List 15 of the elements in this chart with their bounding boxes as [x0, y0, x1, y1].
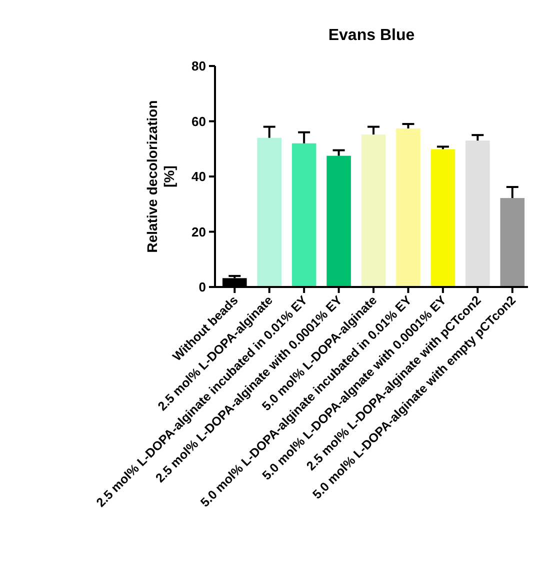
bar — [292, 143, 316, 287]
bar — [466, 140, 490, 287]
bar — [430, 149, 456, 287]
bar — [326, 156, 351, 287]
bar — [361, 134, 386, 287]
y-tick-label: 80 — [192, 58, 206, 74]
y-tick-label: 0 — [198, 280, 206, 295]
bar — [500, 198, 525, 287]
y-tick-label: 20 — [192, 224, 206, 240]
bar — [257, 138, 282, 287]
chart-title: Evans Blue — [328, 27, 415, 44]
y-tick-label: 60 — [192, 114, 206, 129]
bar — [396, 128, 420, 287]
y-tick-label: 40 — [192, 169, 206, 184]
y-axis-title: Relative decolorization [%] — [144, 100, 177, 253]
